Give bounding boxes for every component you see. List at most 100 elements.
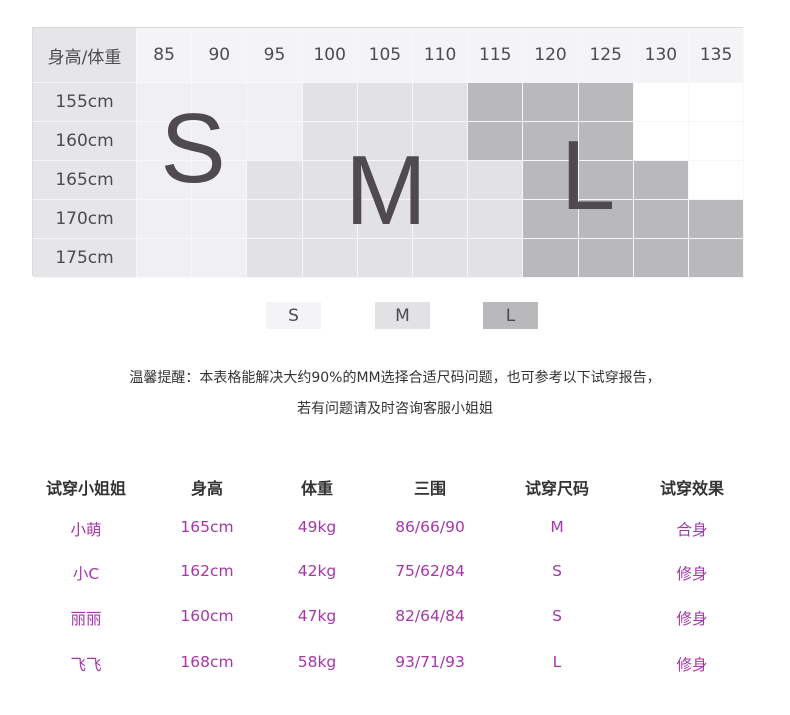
size-cell-m [302, 161, 358, 200]
size-cell-l [523, 83, 579, 122]
fit-cell: 小C [72, 565, 100, 583]
fit-header: 试穿小姐姐 [45, 479, 127, 498]
size-cell-s [247, 122, 303, 161]
size-cell-s [192, 83, 248, 122]
size-cell-l [578, 200, 634, 239]
fit-cell: 49kg [297, 518, 337, 536]
size-label-l: L [560, 120, 616, 230]
size-cell-m [247, 239, 303, 278]
size-cell-s [247, 83, 303, 122]
size-cell-s [137, 200, 193, 239]
size-cell-m [468, 200, 524, 239]
size-cell-m [357, 83, 413, 122]
size-cell-m [302, 83, 358, 122]
size-cell-l [633, 161, 689, 200]
size-cell-empty [633, 83, 689, 122]
fit-cell: M [550, 518, 564, 536]
size-cell-l [468, 122, 524, 161]
fit-cell: 86/66/90 [395, 518, 465, 536]
size-cell-l [689, 239, 745, 278]
fit-header: 三围 [413, 479, 447, 498]
size-cell-m [413, 83, 469, 122]
note-line-2: 若有问题请及时咨询客服小姐姐 [297, 401, 493, 417]
weight-header: 110 [413, 28, 469, 83]
fit-header: 体重 [300, 479, 334, 498]
size-cell-m [357, 161, 413, 200]
size-cell-s [137, 122, 193, 161]
weight-header: 130 [633, 28, 689, 83]
size-cell-m [247, 200, 303, 239]
fit-cell: S [552, 562, 562, 580]
legend-l: L [483, 302, 538, 329]
size-label-m: M [345, 135, 427, 245]
size-cell-m [413, 161, 469, 200]
height-header: 160cm [33, 122, 137, 161]
fit-cell: 42kg [297, 562, 337, 580]
size-cell-m [413, 122, 469, 161]
fit-cell: 小萌 [70, 521, 102, 539]
size-cell-l [578, 161, 634, 200]
size-cell-m [413, 239, 469, 278]
size-cell-m [302, 239, 358, 278]
size-cell-l [523, 200, 579, 239]
fit-cell: 修身 [676, 610, 708, 628]
fit-header: 试穿尺码 [524, 479, 590, 498]
size-cell-empty [633, 122, 689, 161]
size-cell-s [192, 239, 248, 278]
fit-cell: S [552, 607, 562, 625]
size-cell-m [357, 200, 413, 239]
height-header: 155cm [33, 83, 137, 122]
fit-cell: 168cm [180, 653, 234, 671]
size-cell-l [468, 83, 524, 122]
size-cell-m [468, 239, 524, 278]
size-chart-grid: 身高/体重 85 90 95 100 105 110 115 120 125 130 135 155cm… [32, 27, 745, 278]
weight-header: 115 [468, 28, 524, 83]
size-cell-s [137, 239, 193, 278]
size-cell-s [137, 161, 193, 200]
weight-header: 135 [689, 28, 745, 83]
size-cell-l [578, 83, 634, 122]
weight-header: 95 [247, 28, 303, 83]
size-cell-l [578, 122, 634, 161]
fit-cell: 160cm [180, 607, 234, 625]
size-cell-l [689, 200, 745, 239]
weight-header: 125 [578, 28, 634, 83]
corner-header: 身高/体重 [33, 28, 137, 83]
size-cell-m [302, 122, 358, 161]
fit-cell: 93/71/93 [395, 653, 465, 671]
size-cell-s [192, 161, 248, 200]
size-cell-s [192, 122, 248, 161]
fit-cell: 合身 [676, 521, 708, 539]
fit-cell: 75/62/84 [395, 562, 465, 580]
size-cell-m [302, 200, 358, 239]
size-cell-l [523, 122, 579, 161]
fit-cell: 丽丽 [70, 610, 102, 628]
fit-cell: L [552, 653, 562, 671]
weight-header: 85 [137, 28, 193, 83]
weight-header: 90 [192, 28, 248, 83]
fit-header: 试穿效果 [659, 479, 725, 498]
fit-cell: 飞飞 [70, 656, 102, 674]
size-cell-empty [689, 122, 745, 161]
size-cell-s [192, 200, 248, 239]
fit-header: 身高 [190, 479, 224, 498]
fit-cell: 47kg [297, 607, 337, 625]
legend-m: M [375, 302, 430, 329]
size-cell-l [633, 200, 689, 239]
height-header: 170cm [33, 200, 137, 239]
height-header: 175cm [33, 239, 137, 278]
size-cell-m [247, 161, 303, 200]
size-cell-empty [689, 83, 745, 122]
size-cell-l [523, 239, 579, 278]
size-cell-m [357, 239, 413, 278]
size-cell-m [357, 122, 413, 161]
height-header: 165cm [33, 161, 137, 200]
size-cell-s [137, 83, 193, 122]
note-line-1: 温馨提醒：本表格能解决大约90%的MM选择合适尺码问题，也可参考以下试穿报告， [129, 370, 661, 386]
fit-cell: 82/64/84 [395, 607, 465, 625]
size-label-s: S [160, 93, 226, 203]
weight-header: 100 [302, 28, 358, 83]
legend-s: S [266, 302, 321, 329]
weight-header: 105 [357, 28, 413, 83]
size-cell-l [523, 161, 579, 200]
